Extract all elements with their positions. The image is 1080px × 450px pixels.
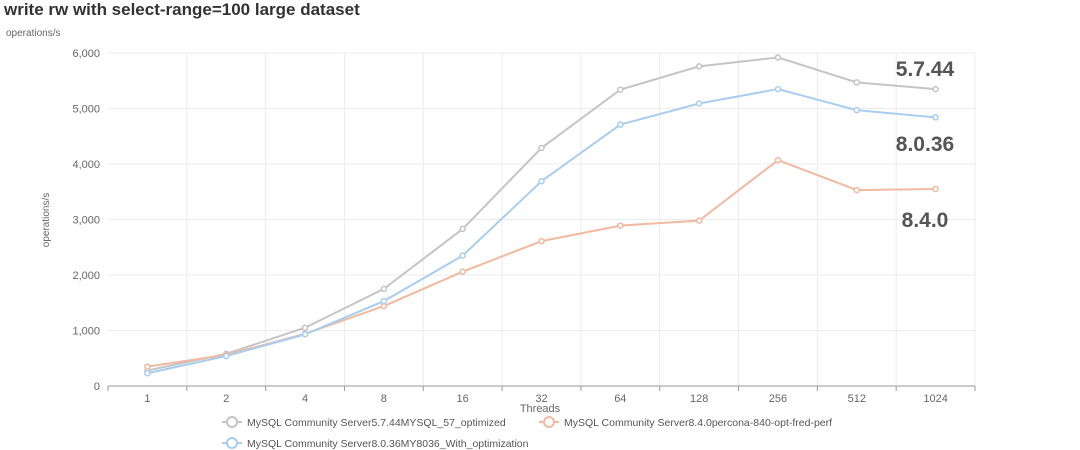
data-point [144, 363, 151, 370]
y-axis: 0 1,000 2,000 3,000 4,000 5,000 6,000 [72, 48, 100, 393]
data-point [695, 217, 703, 224]
x-tick-label: 32 [535, 393, 547, 405]
version-annotation: 5.7.44 [896, 58, 955, 81]
annotations: 5.7.44 8.0.36 8.4.0 [896, 58, 955, 232]
data-point [695, 63, 703, 70]
data-point [617, 222, 624, 229]
data-point [459, 268, 466, 275]
legend-item: MySQL Community Server5.7.44MYSQL_57_opt… [222, 416, 506, 429]
x-axis: 1 2 4 8 16 32 64 128 256 512 1024 [107, 385, 976, 405]
x-tick-label: 4 [302, 393, 308, 405]
x-axis-label: Threads [520, 403, 561, 415]
y-tick-label: 5,000 [72, 104, 100, 116]
version-annotation: 8.4.0 [902, 209, 949, 232]
legend-label: MySQL Community Server8.4.0percona-840-o… [564, 417, 832, 429]
x-tick-label: 1024 [923, 393, 947, 405]
legend-swatch-marker [543, 416, 555, 428]
y-tick-label: 2,000 [72, 270, 100, 282]
data-point [538, 177, 545, 185]
series-group [144, 54, 939, 377]
data-point [459, 225, 466, 233]
data-point [853, 186, 861, 194]
y-axis-label: operations/s [41, 193, 52, 247]
y-tick-label: 1,000 [72, 326, 100, 338]
y-tick-label: 0 [94, 381, 100, 393]
x-tick-label: 1 [144, 393, 150, 405]
data-point [774, 85, 782, 93]
x-tick-label: 256 [769, 393, 787, 405]
legend-swatch-marker [226, 416, 238, 428]
x-tick-label: 128 [690, 393, 708, 405]
data-point [538, 144, 545, 152]
data-point [932, 185, 939, 193]
legend-label: MySQL Community Server5.7.44MYSQL_57_opt… [247, 417, 506, 429]
legend: MySQL Community Server5.7.44MYSQL_57_opt… [222, 416, 832, 450]
data-point [301, 331, 309, 338]
y-tick-label: 4,000 [72, 159, 100, 171]
legend-item: MySQL Community Server8.0.36MY8036_With_… [222, 437, 529, 450]
data-point [222, 352, 230, 360]
data-point [538, 237, 545, 245]
data-point [853, 106, 861, 114]
data-point [380, 285, 388, 293]
data-point [853, 79, 861, 86]
y-tick-label: 6,000 [72, 48, 100, 60]
legend-swatch-marker [226, 437, 238, 449]
data-point [932, 85, 939, 93]
data-point [617, 121, 624, 128]
x-tick-label: 16 [457, 393, 469, 405]
data-point [695, 100, 703, 107]
data-point [459, 252, 466, 259]
unit-label: operations/s [6, 28, 61, 39]
x-tick-label: 512 [848, 393, 866, 405]
data-point [932, 114, 939, 121]
grid-lines [108, 52, 976, 386]
chart-title: write rw with select-range=100 large dat… [4, 0, 360, 19]
x-tick-label: 8 [381, 393, 387, 405]
data-point [617, 86, 624, 93]
x-tick-label: 2 [223, 393, 229, 405]
legend-item: MySQL Community Server8.4.0percona-840-o… [539, 416, 832, 429]
x-tick-label: 64 [614, 393, 626, 405]
data-point [301, 324, 309, 331]
version-annotation: 8.0.36 [896, 133, 954, 156]
data-point [380, 297, 388, 305]
legend-label: MySQL Community Server8.0.36MY8036_With_… [247, 438, 529, 450]
data-point [774, 156, 782, 164]
data-point [144, 369, 151, 377]
data-point [774, 54, 782, 61]
y-tick-label: 3,000 [72, 215, 100, 227]
